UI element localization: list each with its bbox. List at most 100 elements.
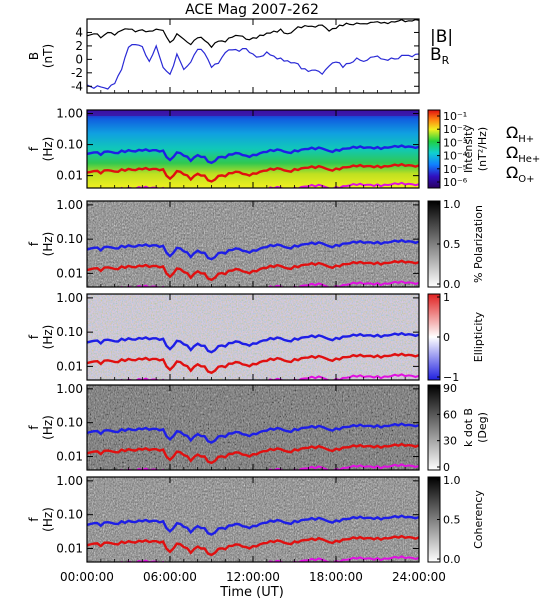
- series-line: [86, 44, 420, 90]
- gyro-legend-entry: ΩHe+: [506, 143, 540, 165]
- colorbar-tick-label: 0: [443, 461, 450, 474]
- colorbar: [427, 109, 441, 189]
- colorbar-tick-label: 10⁻⁴: [443, 150, 468, 163]
- plot-frame: [86, 109, 420, 189]
- gyrofrequency-He: [87, 162, 419, 183]
- y-tick-label: 2: [75, 39, 83, 53]
- plot-area: [87, 19, 419, 93]
- colorbar-tick-label: 1.0: [443, 474, 461, 487]
- colorbar-label: Intensity: [462, 125, 475, 173]
- gyrofrequency-H: [87, 331, 419, 354]
- gyro-legend-entry: ΩO+: [506, 163, 534, 185]
- gyrofrequency-He: [87, 534, 419, 557]
- y-tick-label: 1.00: [56, 474, 83, 488]
- spectrogram: [87, 201, 419, 287]
- colorbar-tick-label: 0.5: [443, 238, 461, 251]
- x-tick-label: 12:00:00: [226, 570, 280, 584]
- plot-frame: [86, 293, 420, 381]
- colorbar-unit: (Deg): [476, 412, 489, 443]
- y-axis-label: f: [27, 241, 41, 246]
- plot-frame: [86, 476, 420, 563]
- panel-k-dot-b: f (Hz) 1.00 0.10 0.01 90 60 30 0 k dot B (Deg): [27, 382, 489, 474]
- x-tick-label: 24:00:00: [392, 570, 446, 584]
- colorbar-tick-label: 10⁻⁶: [443, 176, 468, 189]
- plot-frame: [86, 384, 420, 471]
- colorbar-label: Coherency: [472, 490, 485, 549]
- colorbar-tick-label: 10⁻³: [443, 136, 467, 149]
- x-tick-label: 00:00:00: [60, 570, 114, 584]
- panel-coherency: f (Hz) 1.00 0.10 0.01 1.0 0.5 0.0 Coherency: [27, 474, 485, 566]
- spectrogram: [87, 385, 419, 470]
- gyrofrequency-H: [87, 144, 419, 165]
- y-axis-label: f: [27, 146, 41, 151]
- colorbar-tick-label: 1.0: [443, 198, 461, 211]
- legend-entry: BR: [430, 45, 450, 67]
- gyrofrequency-H: [87, 238, 419, 261]
- y-tick-label: 0.01: [56, 359, 83, 373]
- gyrofrequency-He: [87, 352, 419, 375]
- y-tick-label: 0: [75, 52, 83, 66]
- panel-ellipticity: f (Hz) 1.00 0.10 0.01 1 0 −1 Ellipticity: [27, 291, 485, 384]
- x-tick-label: 18:00:00: [309, 570, 363, 584]
- y-axis-unit: (Hz): [41, 507, 55, 532]
- y-tick-label: 1.00: [56, 107, 83, 121]
- y-axis-unit: (nT): [41, 44, 55, 68]
- colorbar-tick-label: 30: [443, 435, 457, 448]
- colorbar-tick-label: 90: [443, 382, 457, 395]
- plot-frame: [86, 200, 420, 288]
- y-tick-label: 1.00: [56, 382, 83, 396]
- panel-stack: B (nT)420-2-4|B|BRf (Hz)1.000.100.0110⁻¹10…: [27, 18, 540, 584]
- gyrofrequency-He: [87, 259, 419, 282]
- y-tick-label: 0.01: [56, 169, 83, 183]
- x-axis-label: Time (UT): [219, 585, 284, 600]
- colorbar-tick-label: 0.0: [443, 553, 461, 566]
- y-tick-label: 4: [75, 25, 83, 39]
- y-axis-label: f: [27, 425, 41, 430]
- y-tick-label: 0.10: [56, 325, 83, 339]
- colorbar-tick-label: 0: [443, 331, 450, 344]
- y-tick-label: -2: [71, 66, 83, 80]
- colorbar: [427, 384, 441, 471]
- gyrofrequency-H: [87, 422, 419, 444]
- gyro-legend-entry: ΩH+: [506, 123, 534, 145]
- panel-b-field: B (nT) 420-2-4 |B|BR: [27, 18, 453, 94]
- y-axis-unit: (Hz): [41, 325, 55, 350]
- colorbar-unit: (nT²/Hz): [476, 127, 489, 171]
- colorbar-label: Ellipticity: [472, 311, 485, 362]
- colorbar-tick-label: 0.0: [443, 278, 461, 291]
- y-axis-unit: (Hz): [41, 232, 55, 257]
- colorbar-tick-label: 10⁻²: [443, 123, 467, 136]
- y-tick-label: 1.00: [56, 198, 83, 212]
- x-tick-label: 06:00:00: [143, 570, 197, 584]
- colorbar-tick-label: 1: [443, 291, 450, 304]
- series-line: [86, 18, 420, 49]
- y-axis-label: B: [27, 52, 41, 60]
- y-axis-unit: (Hz): [41, 137, 55, 162]
- colorbar-tick-label: −1: [443, 371, 459, 384]
- gyrofrequency-H: [87, 514, 419, 536]
- gyrofrequency-He: [87, 442, 419, 465]
- colorbar-label: % Polarization: [472, 205, 485, 283]
- y-axis-label: f: [27, 334, 41, 339]
- y-tick-label: 0.10: [56, 232, 83, 246]
- y-axis-unit: (Hz): [41, 415, 55, 440]
- y-tick-label: 0.10: [56, 138, 83, 152]
- colorbar-tick-label: 60: [443, 408, 457, 421]
- y-tick-label: 0.01: [56, 450, 83, 464]
- legend-entry: |B|: [430, 27, 453, 47]
- y-tick-label: 0.10: [56, 508, 83, 522]
- panel-intensity: f (Hz) 1.00 0.10 0.01 10⁻¹10⁻²10⁻³10⁻⁴10⁻⁵10⁻…: [27, 107, 540, 189]
- y-tick-label: 0.01: [56, 542, 83, 556]
- colorbar-tick-label: 0.5: [443, 514, 461, 527]
- chart-title: ACE Mag 2007-262: [185, 2, 319, 18]
- colorbar-tick-label: 10⁻⁵: [443, 163, 467, 176]
- y-tick-label: -4: [71, 79, 83, 93]
- y-tick-label: 0.01: [56, 266, 83, 280]
- panel-polarization: f (Hz) 1.00 0.10 0.01 1.0 0.5 0.0 % Polarization: [27, 198, 485, 291]
- y-axis-label: f: [27, 517, 41, 522]
- plot-frame: [86, 18, 420, 94]
- colorbar-tick-label: 10⁻¹: [443, 110, 467, 123]
- y-tick-label: 0.10: [56, 416, 83, 430]
- colorbar-label: k dot B: [462, 408, 475, 447]
